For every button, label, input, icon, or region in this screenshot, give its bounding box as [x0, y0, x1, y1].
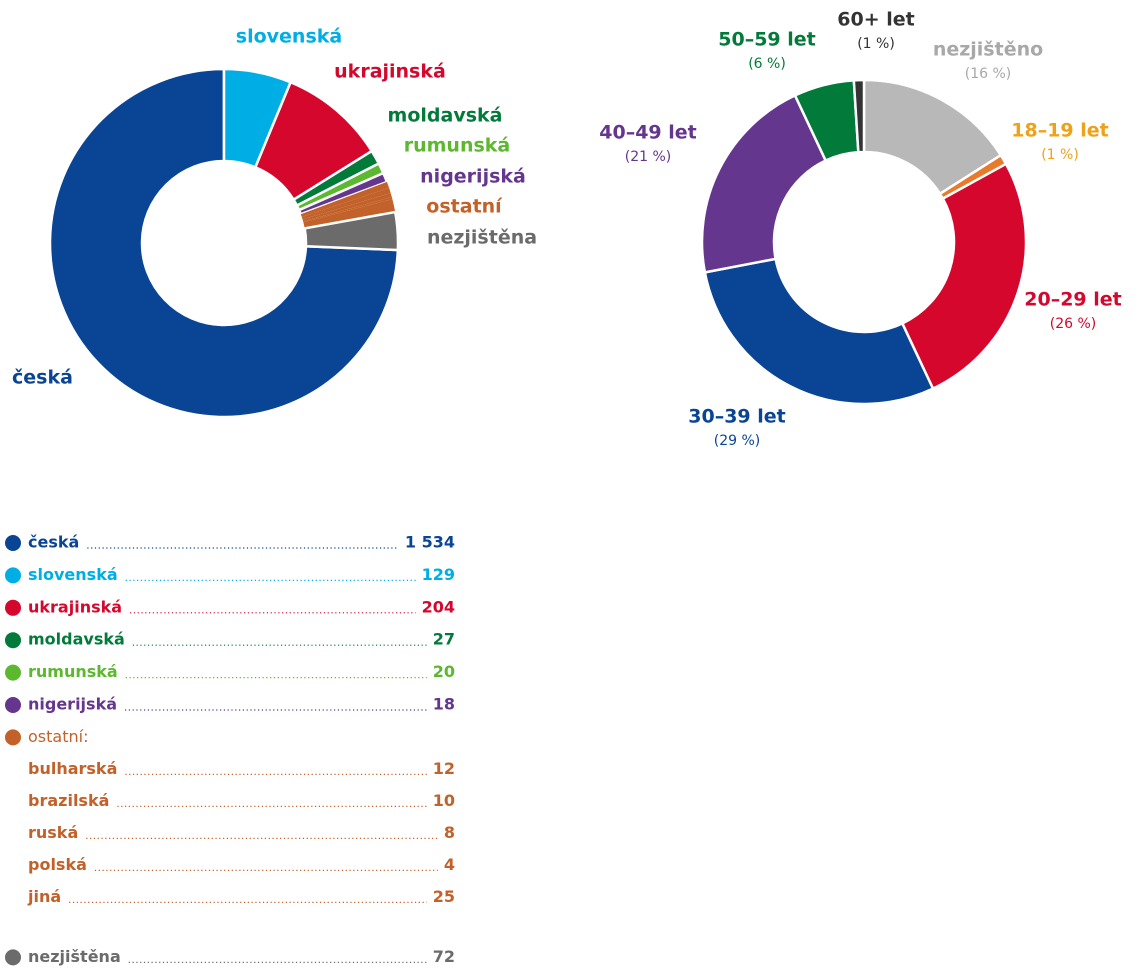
slice-label: slovenská	[236, 26, 342, 48]
slice-label: 18–19 let	[1011, 120, 1108, 142]
slice	[700, 93, 828, 274]
legend-dot	[5, 664, 21, 681]
slice-label: nigerijská	[420, 166, 526, 188]
slice-label: ostatní	[426, 196, 503, 218]
legend-dot	[5, 949, 21, 966]
legend-value: 12	[433, 759, 455, 778]
legend-dot	[5, 632, 21, 649]
legend-dot	[5, 535, 21, 551]
slice	[303, 210, 400, 252]
legend-dot	[5, 697, 21, 713]
legend-value: 1 534	[405, 533, 455, 552]
legend-value: 204	[422, 597, 455, 616]
legend-value: 129	[422, 565, 455, 584]
slice-label: moldavská	[388, 105, 503, 127]
legend-value: 25	[433, 887, 455, 906]
legend-dot	[5, 567, 21, 584]
legend-label: brazilská	[28, 791, 109, 810]
legend-value: 20	[433, 662, 455, 681]
slice-value-label: (1 %)	[857, 36, 895, 52]
legend-label: ostatní:	[28, 727, 88, 746]
slice-label: 60+ let	[837, 9, 914, 31]
slice-value-label: (6 %)	[748, 56, 786, 72]
slice	[297, 171, 389, 216]
legend-value: 18	[433, 695, 455, 714]
slice	[900, 162, 1028, 391]
slice-label: 50–59 let	[718, 29, 815, 51]
legend-label: ruská	[28, 823, 78, 842]
slice-value-label: (16 %)	[965, 66, 1012, 82]
slice-part	[303, 197, 393, 223]
legend-label: nezjištěna	[28, 947, 121, 966]
slice-label: česká	[12, 367, 73, 389]
legend-label: polská	[28, 855, 87, 874]
slice	[703, 257, 935, 406]
slice-label: nezjištěna	[427, 227, 537, 249]
legend-value: 10	[433, 791, 455, 810]
slice-value-label: (26 %)	[1050, 316, 1097, 332]
slice-label: 40–49 let	[599, 122, 696, 144]
slice-value-label: (29 %)	[714, 433, 761, 449]
legend-value: 27	[433, 630, 455, 649]
slice-part	[303, 199, 396, 229]
slice-part	[302, 192, 392, 222]
legend-label: bulharská	[28, 759, 117, 778]
slice-label: rumunská	[404, 135, 511, 157]
legend-label: rumunská	[28, 662, 118, 681]
legend-value: 4	[444, 855, 455, 874]
slice-label: 30–39 let	[688, 406, 785, 428]
legend-label: česká	[28, 533, 79, 552]
legend-label: jiná	[27, 887, 61, 906]
slice-value-label: (21 %)	[625, 149, 672, 165]
slice	[48, 67, 400, 419]
slice-value-label: (1 %)	[1041, 147, 1079, 163]
slice-label: nezjištěno	[933, 39, 1043, 61]
slice	[852, 78, 866, 154]
legend-label: ukrajinská	[28, 597, 122, 616]
legend-value: 72	[433, 947, 455, 966]
legend-label: slovenská	[28, 565, 118, 584]
slice-part	[301, 187, 391, 220]
slice-label: 20–29 let	[1024, 289, 1121, 311]
slice-label: ukrajinská	[334, 61, 446, 83]
legend-label: nigerijská	[28, 695, 117, 714]
legend-value: 8	[444, 823, 455, 842]
legend-dot	[5, 729, 21, 746]
slice-part	[300, 181, 390, 218]
legend-dot	[5, 599, 21, 616]
legend-label: moldavská	[28, 630, 125, 649]
